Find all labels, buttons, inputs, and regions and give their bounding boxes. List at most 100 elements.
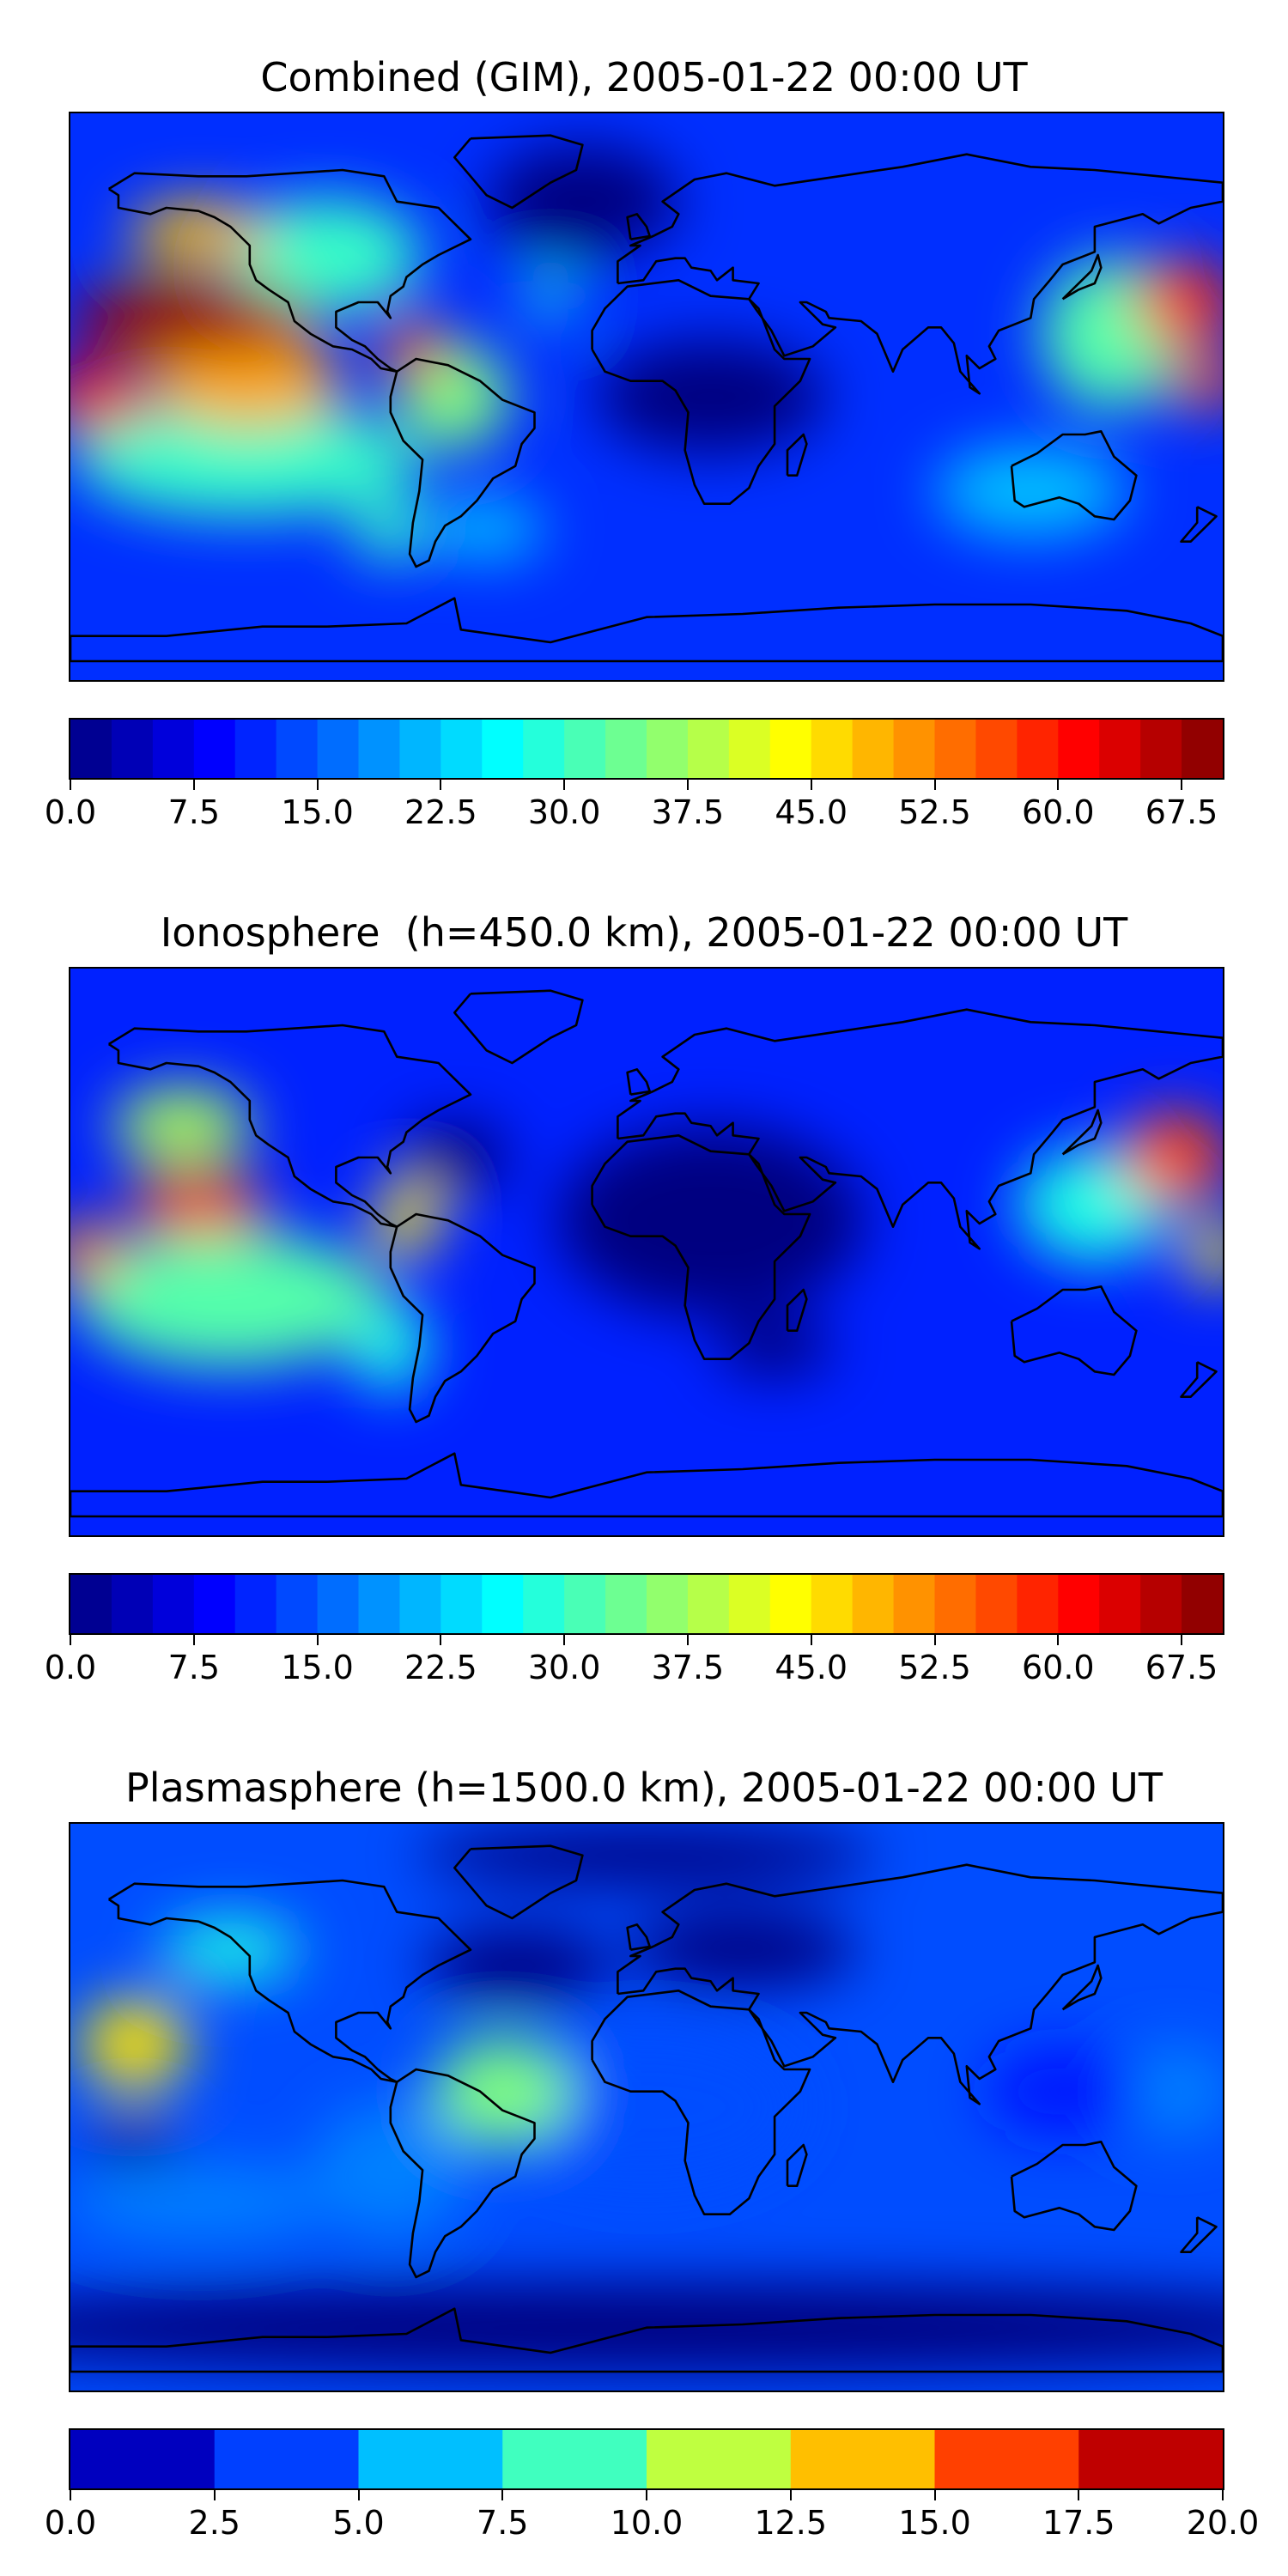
panel-1-map-svg xyxy=(70,113,1223,680)
colorbar-tick-label: 0.0 xyxy=(44,1649,97,1686)
panel-2-map-svg xyxy=(70,969,1223,1535)
coastline-australia xyxy=(1010,1285,1138,1376)
field-blob xyxy=(556,1126,865,1315)
coastline-south-america xyxy=(389,357,536,568)
colorbar-swatch xyxy=(523,720,565,778)
colorbar-swatch xyxy=(934,2430,1079,2488)
coastline-eurasia xyxy=(617,1008,1223,1250)
panel-2-colorbar xyxy=(69,1573,1224,1635)
colorbar-swatch xyxy=(852,720,895,778)
colorbar-swatch xyxy=(440,1575,483,1633)
field-blob xyxy=(161,1919,300,1980)
field-blob xyxy=(70,1221,125,1283)
colorbar-swatch xyxy=(70,1575,112,1633)
colorbar-tick-label: 30.0 xyxy=(527,1649,601,1686)
colorbar-tick-label: 15.0 xyxy=(281,1649,354,1686)
colorbar-swatch xyxy=(893,720,936,778)
coastline-japan xyxy=(1061,1964,1103,2011)
colorbar-tick xyxy=(1057,1635,1060,1645)
colorbar-tick-label: 22.5 xyxy=(404,793,477,831)
colorbar-tick xyxy=(646,2490,647,2500)
coastline-australia xyxy=(1010,429,1138,521)
colorbar-tick xyxy=(686,1635,689,1645)
field-blob xyxy=(112,1088,252,1164)
field-blob xyxy=(934,446,1127,537)
colorbar-tick-label: 7.5 xyxy=(167,1649,220,1686)
colorbar-tick-label: 52.5 xyxy=(898,793,971,831)
field-blob xyxy=(433,2038,572,2145)
colorbar-tick-label: 15.0 xyxy=(898,2504,971,2542)
coastline-madagascar xyxy=(786,2143,808,2188)
coastline-north-america xyxy=(107,168,472,374)
panel-1-map xyxy=(69,112,1224,682)
field-blob xyxy=(986,2045,1140,2137)
colorbar-swatch xyxy=(769,1575,812,1633)
coastline-greenland xyxy=(453,989,584,1065)
panel-2-colorbar-svg xyxy=(70,1575,1223,1633)
coastline-japan xyxy=(1061,253,1103,301)
colorbar-tick-label: 52.5 xyxy=(898,1649,971,1686)
colorbar-swatch xyxy=(399,1575,441,1633)
colorbar-tick-label: 2.5 xyxy=(188,2504,240,2542)
colorbar-swatch xyxy=(276,720,319,778)
coastline-africa xyxy=(591,1990,811,2216)
colorbar-swatch xyxy=(70,2430,216,2488)
colorbar-swatch xyxy=(687,720,730,778)
colorbar-swatch xyxy=(482,1575,524,1633)
colorbar-tick-label: 20.0 xyxy=(1186,2504,1260,2542)
colorbar-tick xyxy=(789,2490,792,2500)
colorbar-tick-label: 5.0 xyxy=(332,2504,385,2542)
coastline-antarctica xyxy=(70,2307,1223,2373)
colorbar-tick-label: 17.5 xyxy=(1042,2504,1115,2542)
panel-3-colorbar-svg xyxy=(70,2430,1223,2488)
colorbar-swatch xyxy=(234,1575,277,1633)
colorbar-swatch xyxy=(728,1575,771,1633)
coastline-africa xyxy=(591,279,811,506)
colorbar-swatch xyxy=(214,2430,360,2488)
colorbar-swatch xyxy=(975,720,1018,778)
field-blob xyxy=(1134,260,1223,344)
coastline-antarctica xyxy=(70,1452,1223,1518)
colorbar-swatch xyxy=(1058,1575,1100,1633)
colorbar-swatch xyxy=(934,1575,977,1633)
field-blob xyxy=(493,2032,800,2183)
colorbar-swatch xyxy=(852,1575,895,1633)
colorbar-swatch xyxy=(605,1575,647,1633)
field-blob xyxy=(88,2116,181,2162)
colorbar-swatch xyxy=(811,720,854,778)
field-blob xyxy=(129,1174,268,1236)
panel-3-title: Plasmasphere (h=1500.0 km), 2005-01-22 0… xyxy=(125,1765,1163,1811)
colorbar-tick-label: 67.5 xyxy=(1145,793,1218,831)
colorbar-tick-label: 45.0 xyxy=(775,1649,848,1686)
panel-3-map-svg xyxy=(70,1824,1223,2391)
colorbar-tick xyxy=(316,780,319,790)
colorbar-swatch xyxy=(523,1575,565,1633)
field-blob xyxy=(1121,1112,1223,1203)
coastline-south-america xyxy=(389,2068,536,2279)
colorbar-tick xyxy=(70,2490,71,2500)
colorbar-swatch xyxy=(1099,1575,1141,1633)
colorbar-tick xyxy=(1057,780,1060,790)
colorbar-tick-label: 37.5 xyxy=(651,1649,725,1686)
field-blob xyxy=(595,340,826,453)
colorbar-tick xyxy=(1181,1635,1183,1645)
field-blob xyxy=(1185,1221,1223,1283)
field-blob xyxy=(76,1230,385,1368)
coastline-new-zealand xyxy=(1180,506,1218,544)
colorbar-swatch xyxy=(152,1575,195,1633)
colorbar-tick xyxy=(810,780,812,790)
colorbar-swatch xyxy=(70,720,112,778)
coastline-north-america xyxy=(107,1879,472,2084)
colorbar-swatch xyxy=(358,1575,401,1633)
field-blob xyxy=(416,1825,878,1886)
colorbar-tick xyxy=(1078,2490,1080,2500)
colorbar-swatch xyxy=(1078,2430,1223,2488)
panel-1-colorbar xyxy=(69,718,1224,780)
coastline-eurasia xyxy=(617,1863,1223,2105)
colorbar-tick xyxy=(810,1635,812,1645)
colorbar-swatch xyxy=(605,720,647,778)
colorbar-swatch xyxy=(790,2430,936,2488)
coastline-greenland xyxy=(453,134,584,210)
colorbar-swatch xyxy=(482,720,524,778)
